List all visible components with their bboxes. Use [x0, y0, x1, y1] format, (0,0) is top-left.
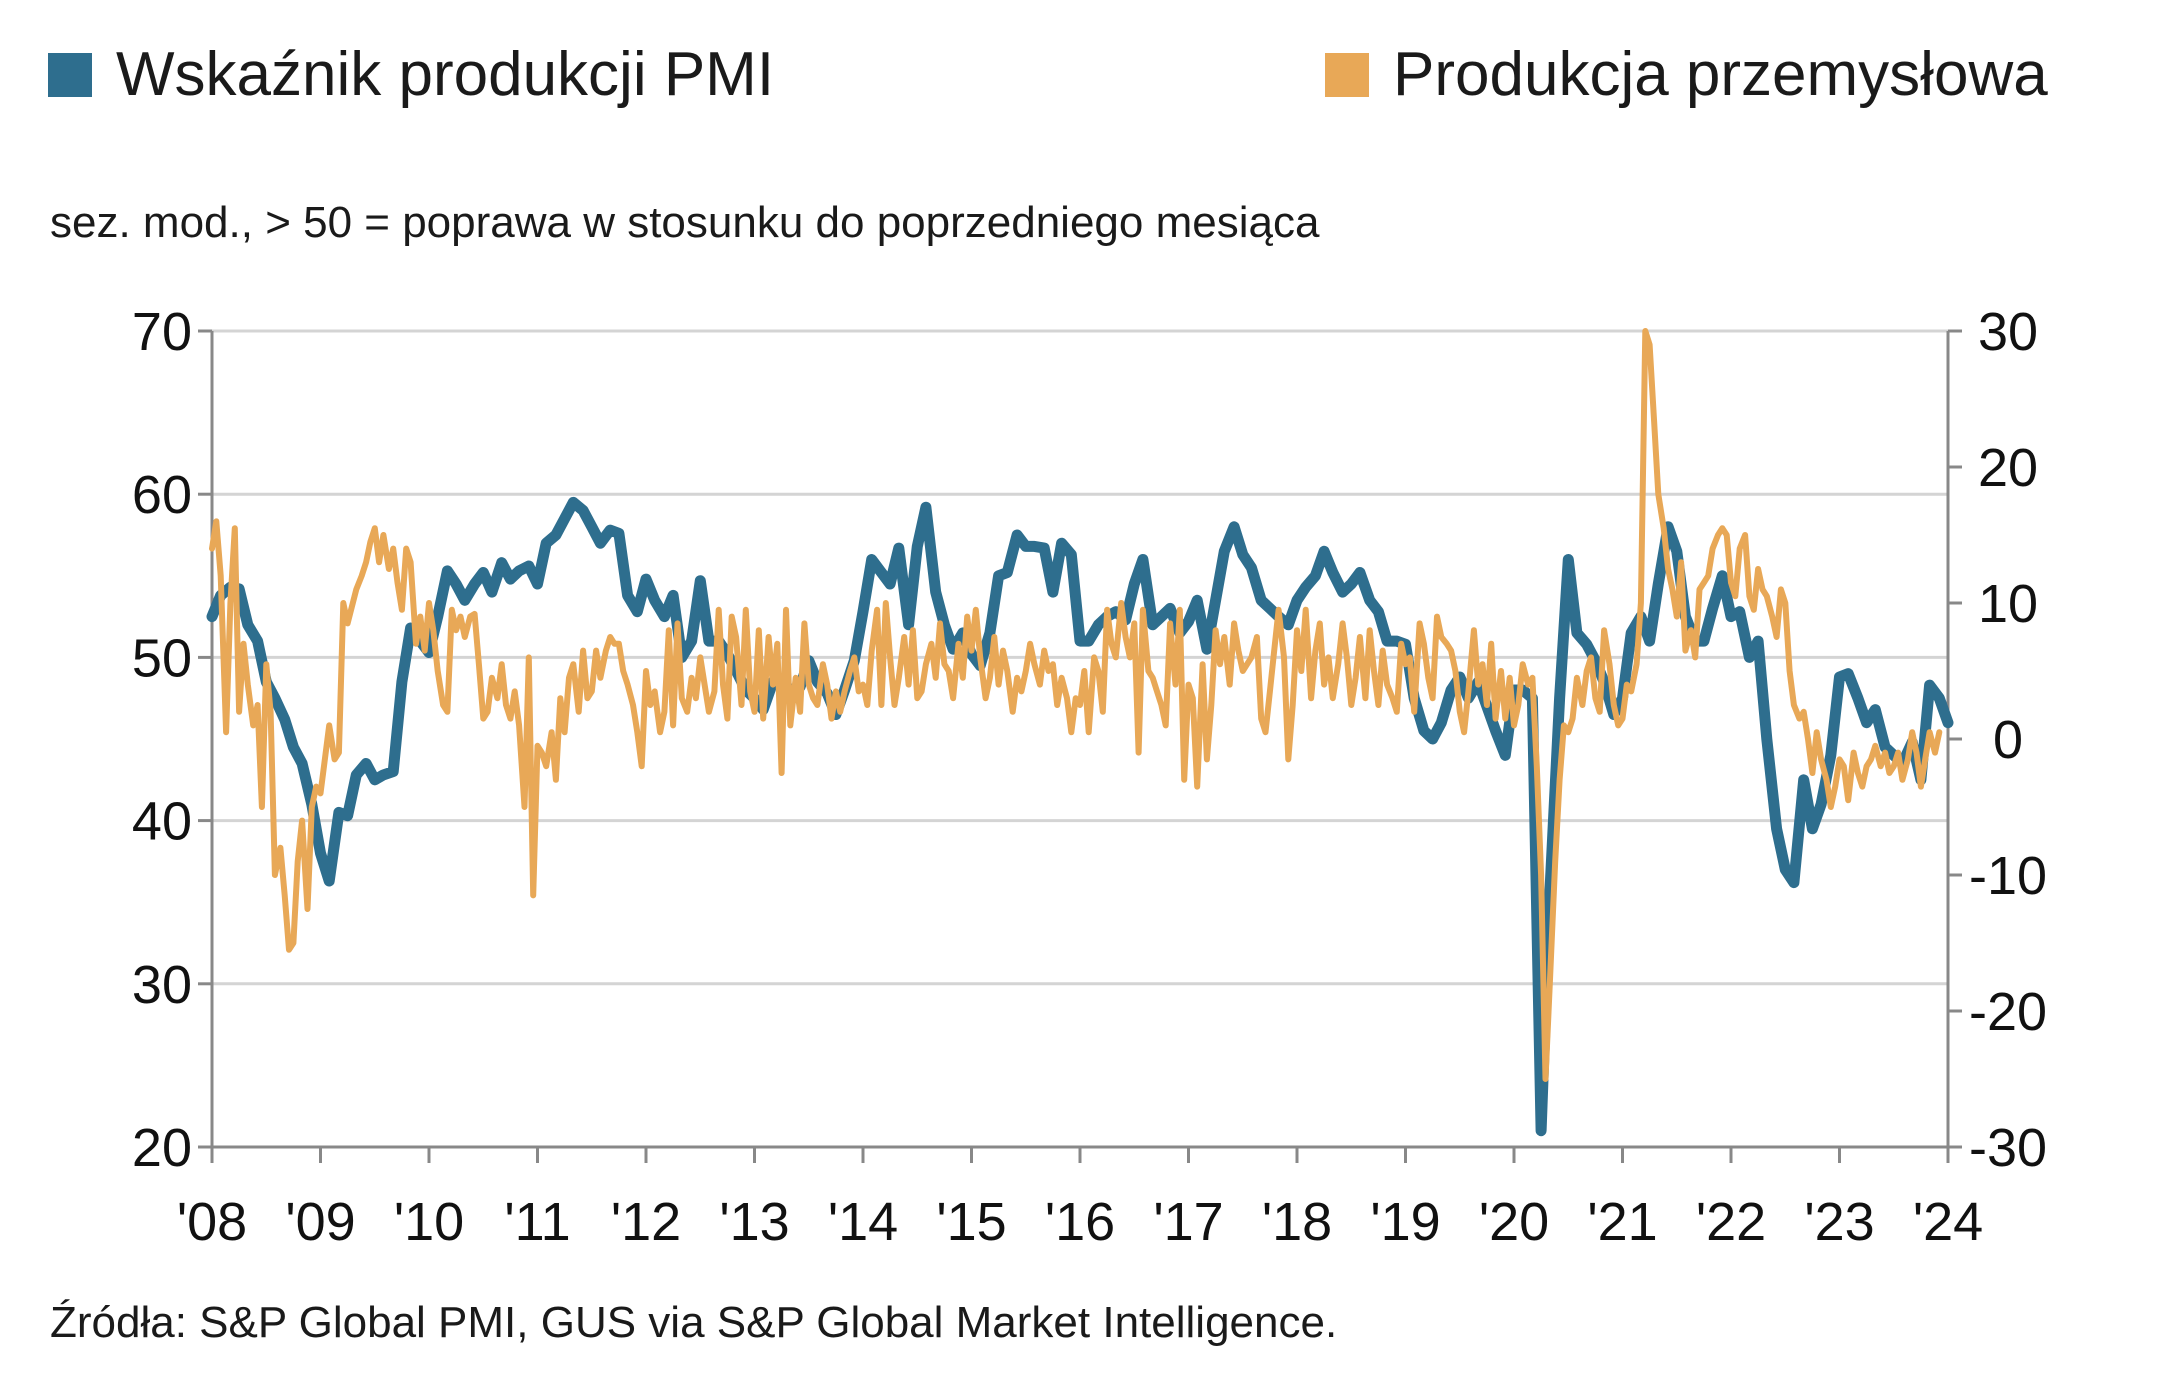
y-left-tick-label: 50 — [132, 628, 192, 688]
legend-swatch-pmi — [48, 53, 92, 97]
x-tick-label: '16 — [1045, 1192, 1115, 1252]
y-right-tick-label: 20 — [1978, 438, 2038, 498]
x-tick-label: '15 — [936, 1192, 1006, 1252]
y-right-tick-label: -10 — [1969, 846, 2047, 906]
legend-swatch-production — [1325, 53, 1369, 97]
x-tick-label: '09 — [285, 1192, 355, 1252]
legend-item-pmi: Wskaźnik produkcji PMI — [48, 40, 774, 110]
axes — [198, 329, 1962, 1163]
x-tick-label: '21 — [1587, 1192, 1657, 1252]
y-right-tick-label: 30 — [1978, 302, 2038, 362]
x-tick-label: '18 — [1262, 1192, 1332, 1252]
y-left-tick-label: 30 — [132, 955, 192, 1015]
x-tick-label: '17 — [1153, 1192, 1223, 1252]
y-right-tick-label: 10 — [1978, 574, 2038, 634]
x-tick-label: '12 — [611, 1192, 681, 1252]
x-tick-label: '13 — [719, 1192, 789, 1252]
y-left-tick-label: 70 — [132, 302, 192, 362]
series-lines — [206, 328, 1954, 1137]
legend-label-production: Produkcja przemysłowa — [1393, 40, 2048, 109]
y-left-tick-label: 20 — [132, 1118, 192, 1178]
legend-item-production: Produkcja przemysłowa — [1325, 40, 2048, 110]
x-tick-label: '08 — [177, 1192, 247, 1252]
chart-subtitle: sez. mod., > 50 = poprawa w stosunku do … — [50, 198, 1320, 247]
y-left-tick-label: 40 — [132, 792, 192, 852]
x-tick-label: '14 — [828, 1192, 898, 1252]
legend: Wskaźnik produkcji PMI Produkcja przemys… — [0, 30, 2170, 110]
source-note: Źródła: S&P Global PMI, GUS via S&P Glob… — [50, 1298, 1338, 1347]
x-tick-label: '22 — [1696, 1192, 1766, 1252]
y-right-tick-label: -20 — [1969, 982, 2047, 1042]
x-tick-label: '11 — [504, 1192, 570, 1252]
x-tick-label: '19 — [1370, 1192, 1440, 1252]
x-tick-label: '10 — [394, 1192, 464, 1252]
y-right-tick-label: 0 — [1993, 710, 2023, 770]
y-right-tick-label: -30 — [1969, 1118, 2047, 1178]
series-line-pmi — [206, 496, 1954, 1137]
legend-label-pmi: Wskaźnik produkcji PMI — [116, 40, 775, 109]
x-tick-label: '24 — [1913, 1192, 1983, 1252]
series-line-production — [209, 328, 1943, 1082]
grid-lines — [212, 329, 1948, 986]
x-tick-label: '20 — [1479, 1192, 1549, 1252]
x-tick-label: '23 — [1804, 1192, 1874, 1252]
tick-labels: 20 30 40 50 60 70 -30 -20 -10 0 10 20 30 '08 '09 '10 '11… — [132, 302, 2047, 1252]
y-left-tick-label: 60 — [132, 465, 192, 525]
